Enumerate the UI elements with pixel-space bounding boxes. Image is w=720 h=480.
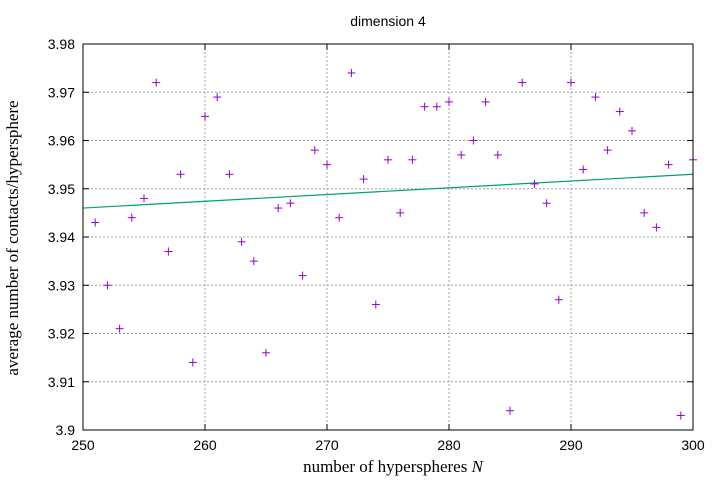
data-point xyxy=(603,146,612,155)
data-point xyxy=(323,160,331,169)
data-point xyxy=(408,155,417,164)
data-point xyxy=(567,78,575,87)
y-tick-label: 3.93 xyxy=(48,277,75,293)
data-point xyxy=(676,411,685,420)
y-axis-label: average number of contacts/hypersphere xyxy=(3,100,22,375)
data-point xyxy=(384,155,392,164)
data-point xyxy=(298,271,307,280)
data-point xyxy=(201,112,209,121)
y-tick-label: 3.94 xyxy=(48,229,75,245)
x-tick-label: 300 xyxy=(681,437,705,453)
x-axis-label-main: number of hyperspheres xyxy=(303,457,472,476)
data-point xyxy=(347,68,356,77)
fit-line xyxy=(82,173,694,209)
data-point xyxy=(652,223,661,232)
y-tick-label: 3.92 xyxy=(48,326,75,342)
data-point xyxy=(579,165,588,174)
data-point xyxy=(371,300,380,309)
x-tick-label: 290 xyxy=(559,437,583,453)
data-point xyxy=(506,406,514,415)
data-point xyxy=(493,150,502,159)
data-point xyxy=(164,247,173,256)
data-point xyxy=(518,78,527,87)
data-point xyxy=(274,204,283,213)
data-point xyxy=(225,170,234,179)
data-point xyxy=(115,324,124,333)
data-point xyxy=(176,170,185,179)
data-point xyxy=(615,107,624,116)
x-tick-label: 260 xyxy=(193,437,217,453)
data-point xyxy=(237,237,246,246)
data-point xyxy=(640,208,649,217)
data-point xyxy=(140,194,148,203)
chart-title: dimension 4 xyxy=(350,13,426,29)
y-axis-ticks: 3.9 3.91 3.92 3.93 3.94 3.95 3.96 3.97 3.98 xyxy=(48,36,693,438)
data-point xyxy=(127,213,136,222)
x-tick-label: 270 xyxy=(315,437,339,453)
data-point xyxy=(420,102,429,111)
y-tick-label: 3.96 xyxy=(48,133,75,149)
data-point xyxy=(249,257,258,266)
y-tick-label: 3.91 xyxy=(48,374,75,390)
data-point xyxy=(628,126,636,135)
x-axis-label-variable: N xyxy=(471,457,485,476)
data-point xyxy=(286,199,295,208)
data-point xyxy=(152,78,161,87)
x-axis-ticks: 250 260 270 280 290 300 xyxy=(71,44,705,453)
x-tick-label: 280 xyxy=(437,437,461,453)
data-point xyxy=(554,295,563,304)
y-tick-label: 3.98 xyxy=(48,36,75,52)
data-point xyxy=(213,93,222,102)
data-point xyxy=(542,199,551,208)
y-tick-label: 3.97 xyxy=(48,84,75,100)
data-point xyxy=(359,175,368,184)
data-point xyxy=(530,179,539,188)
data-point xyxy=(457,150,466,159)
y-tick-label: 3.9 xyxy=(56,422,76,438)
y-tick-label: 3.95 xyxy=(48,181,75,197)
data-point xyxy=(262,348,270,357)
data-point xyxy=(103,281,112,290)
data-point xyxy=(91,218,100,227)
x-tick-label: 250 xyxy=(71,437,95,453)
data-point xyxy=(310,146,319,155)
data-point xyxy=(396,208,405,217)
data-point xyxy=(188,358,197,367)
data-point xyxy=(481,97,490,106)
fit-line-layer xyxy=(82,173,694,209)
data-point xyxy=(469,136,478,145)
data-point xyxy=(432,102,441,111)
data-point xyxy=(591,93,600,102)
data-point xyxy=(335,213,344,222)
data-points xyxy=(91,68,697,420)
grid xyxy=(83,44,693,430)
data-point xyxy=(445,97,453,106)
x-axis-label: number of hyperspheres N xyxy=(303,457,485,476)
data-point xyxy=(664,160,673,169)
